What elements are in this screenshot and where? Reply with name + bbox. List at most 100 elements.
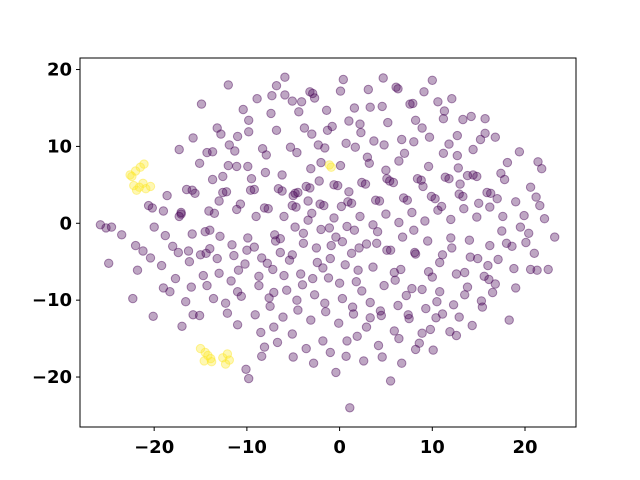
scatter-point-class-0 <box>104 258 114 268</box>
scatter-point-class-0 <box>492 194 502 204</box>
scatter-point-class-0 <box>232 131 243 142</box>
scatter-point-class-0 <box>308 358 319 368</box>
scatter-point-class-0 <box>376 310 386 321</box>
scatter-point-class-0 <box>298 238 309 249</box>
scatter-point-class-0 <box>465 252 475 262</box>
x-tick-label: 0 <box>333 437 346 458</box>
scatter-point-class-0 <box>368 262 378 272</box>
scatter-point-class-0 <box>391 82 401 92</box>
scatter-point-class-0 <box>160 230 171 241</box>
scatter-point-class-0 <box>214 268 224 278</box>
scatter-point-class-0 <box>416 175 426 185</box>
scatter-point-class-0 <box>550 232 560 242</box>
scatter-point-class-0 <box>447 243 457 253</box>
scatter-point-class-0 <box>453 163 463 173</box>
scatter-point-class-0 <box>314 176 324 186</box>
scatter-point-class-0 <box>451 269 462 279</box>
scatter-point-class-0 <box>337 237 348 247</box>
scatter-point-class-0 <box>460 267 470 278</box>
scatter-point-class-0 <box>316 157 326 168</box>
scatter-point-class-0 <box>502 157 513 168</box>
scatter-point-class-0 <box>212 123 222 133</box>
scatter-point-class-0 <box>177 321 187 331</box>
scatter-point-class-0 <box>292 147 302 158</box>
scatter-point-class-0 <box>394 217 404 228</box>
scatter-point-class-0 <box>292 295 302 305</box>
scatter-point-class-0 <box>361 322 372 332</box>
scatter-point-class-0 <box>436 201 447 212</box>
scatter-point-class-0 <box>257 351 267 361</box>
scatter-point-class-0 <box>346 248 357 259</box>
scatter-point-class-0 <box>277 170 287 180</box>
scatter-point-class-0 <box>271 125 282 136</box>
scatter-point-class-0 <box>490 279 500 289</box>
scatter-point-class-1 <box>206 353 216 364</box>
scatter-point-class-0 <box>188 133 198 143</box>
scatter-point-class-0 <box>324 223 335 233</box>
scatter-point-class-0 <box>521 237 531 248</box>
scatter-point-class-0 <box>423 236 433 246</box>
scatter-point-class-0 <box>290 222 300 232</box>
scatter-point-class-0 <box>241 364 251 374</box>
scatter-point-class-0 <box>393 84 403 94</box>
scatter-point-class-0 <box>162 190 172 201</box>
scatter-point-class-0 <box>305 183 315 193</box>
scatter-point-class-0 <box>298 228 309 239</box>
scatter-point-class-0 <box>208 293 219 304</box>
scatter-point-class-0 <box>128 293 138 304</box>
scatter-point-class-0 <box>301 343 311 354</box>
scatter-point-class-0 <box>204 206 214 216</box>
scatter-point-class-0 <box>264 293 274 303</box>
scatter-point-class-0 <box>323 273 334 283</box>
scatter-point-class-0 <box>374 196 385 206</box>
scatter-point-class-0 <box>250 310 260 320</box>
scatter-point-class-0 <box>454 189 464 199</box>
scatter-point-class-0 <box>261 150 271 160</box>
scatter-point-class-0 <box>360 179 371 189</box>
scatter-point-class-0 <box>262 258 272 268</box>
scatter-point-class-0 <box>458 191 468 202</box>
scatter-point-class-0 <box>382 174 392 184</box>
x-tick-label: −20 <box>134 437 174 458</box>
scatter-point-class-0 <box>543 264 553 275</box>
scatter-point-class-0 <box>378 73 388 83</box>
scatter-point-class-0 <box>226 276 236 286</box>
scatter-point-class-0 <box>515 222 526 232</box>
scatter-point-class-0 <box>132 265 143 275</box>
scatter-point-class-0 <box>273 184 284 194</box>
scatter-point-class-0 <box>361 239 372 249</box>
scatter-point-class-0 <box>349 103 360 113</box>
scatter-point-class-0 <box>377 101 387 112</box>
scatter-point-class-0 <box>343 197 353 207</box>
scatter-point-class-1 <box>324 160 335 170</box>
scatter-point-class-0 <box>236 291 247 301</box>
scatter-point-class-0 <box>394 333 404 344</box>
scatter-point-class-0 <box>232 287 243 297</box>
scatter-point-class-0 <box>532 265 542 275</box>
scatter-point-class-0 <box>379 280 389 291</box>
scatter-point-class-0 <box>368 220 378 230</box>
scatter-point-class-0 <box>176 209 186 219</box>
scatter-point-class-0 <box>385 245 396 255</box>
scatter-point-class-0 <box>365 313 375 323</box>
scatter-point-class-0 <box>299 123 310 133</box>
scatter-point-class-0 <box>347 302 358 312</box>
scatter-point-class-0 <box>158 283 169 293</box>
scatter-point-class-0 <box>474 198 484 209</box>
scatter-point-class-0 <box>244 115 254 126</box>
scatter-point-class-0 <box>408 98 418 109</box>
scatter-point-class-1 <box>127 171 137 182</box>
scatter-point-class-0 <box>222 308 233 318</box>
scatter-point-class-0 <box>230 146 240 156</box>
scatter-point-class-0 <box>194 158 205 169</box>
scatter-point-class-0 <box>364 158 374 169</box>
scatter-point-class-0 <box>143 200 154 211</box>
scatter-point-class-0 <box>409 225 419 235</box>
scatter-point-class-1 <box>129 180 139 191</box>
scatter-point-class-0 <box>223 160 234 171</box>
scatter-point-class-0 <box>377 352 387 362</box>
scatter-point-class-0 <box>329 180 339 190</box>
scatter-point-class-0 <box>490 132 500 142</box>
scatter-point-class-0 <box>242 245 252 255</box>
scatter-point-class-0 <box>402 195 412 205</box>
